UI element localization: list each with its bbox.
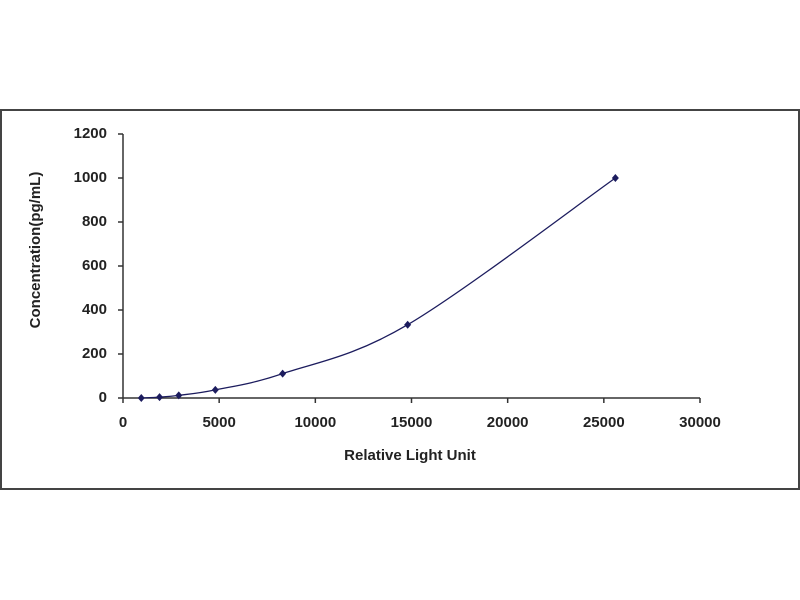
x-tick-label: 5000 [202,414,235,431]
y-tick-label: 800 [82,213,107,230]
point [175,391,183,400]
point [211,385,219,394]
y-tick-label: 400 [82,301,107,318]
x-tick-label: 0 [119,414,127,431]
y-tick-label: 1200 [74,125,107,142]
y-tick-label: 1000 [74,169,107,186]
x-tick-label: 20000 [487,414,529,431]
x-axis-title: Relative Light Unit [344,447,476,464]
y-tick-label: 600 [82,257,107,274]
point [404,320,412,329]
y-tick-label: 0 [99,389,107,406]
y-axis-title: Concentration(pg/mL) [27,172,44,329]
x-tick-label: 25000 [583,414,625,431]
point [156,393,164,402]
point [137,394,145,402]
point [279,369,287,378]
point [611,174,619,182]
chart-frame [0,109,800,490]
y-tick-label: 200 [82,345,107,362]
x-tick-label: 15000 [391,414,433,431]
x-tick-label: 10000 [294,414,336,431]
x-tick-label: 30000 [679,414,721,431]
